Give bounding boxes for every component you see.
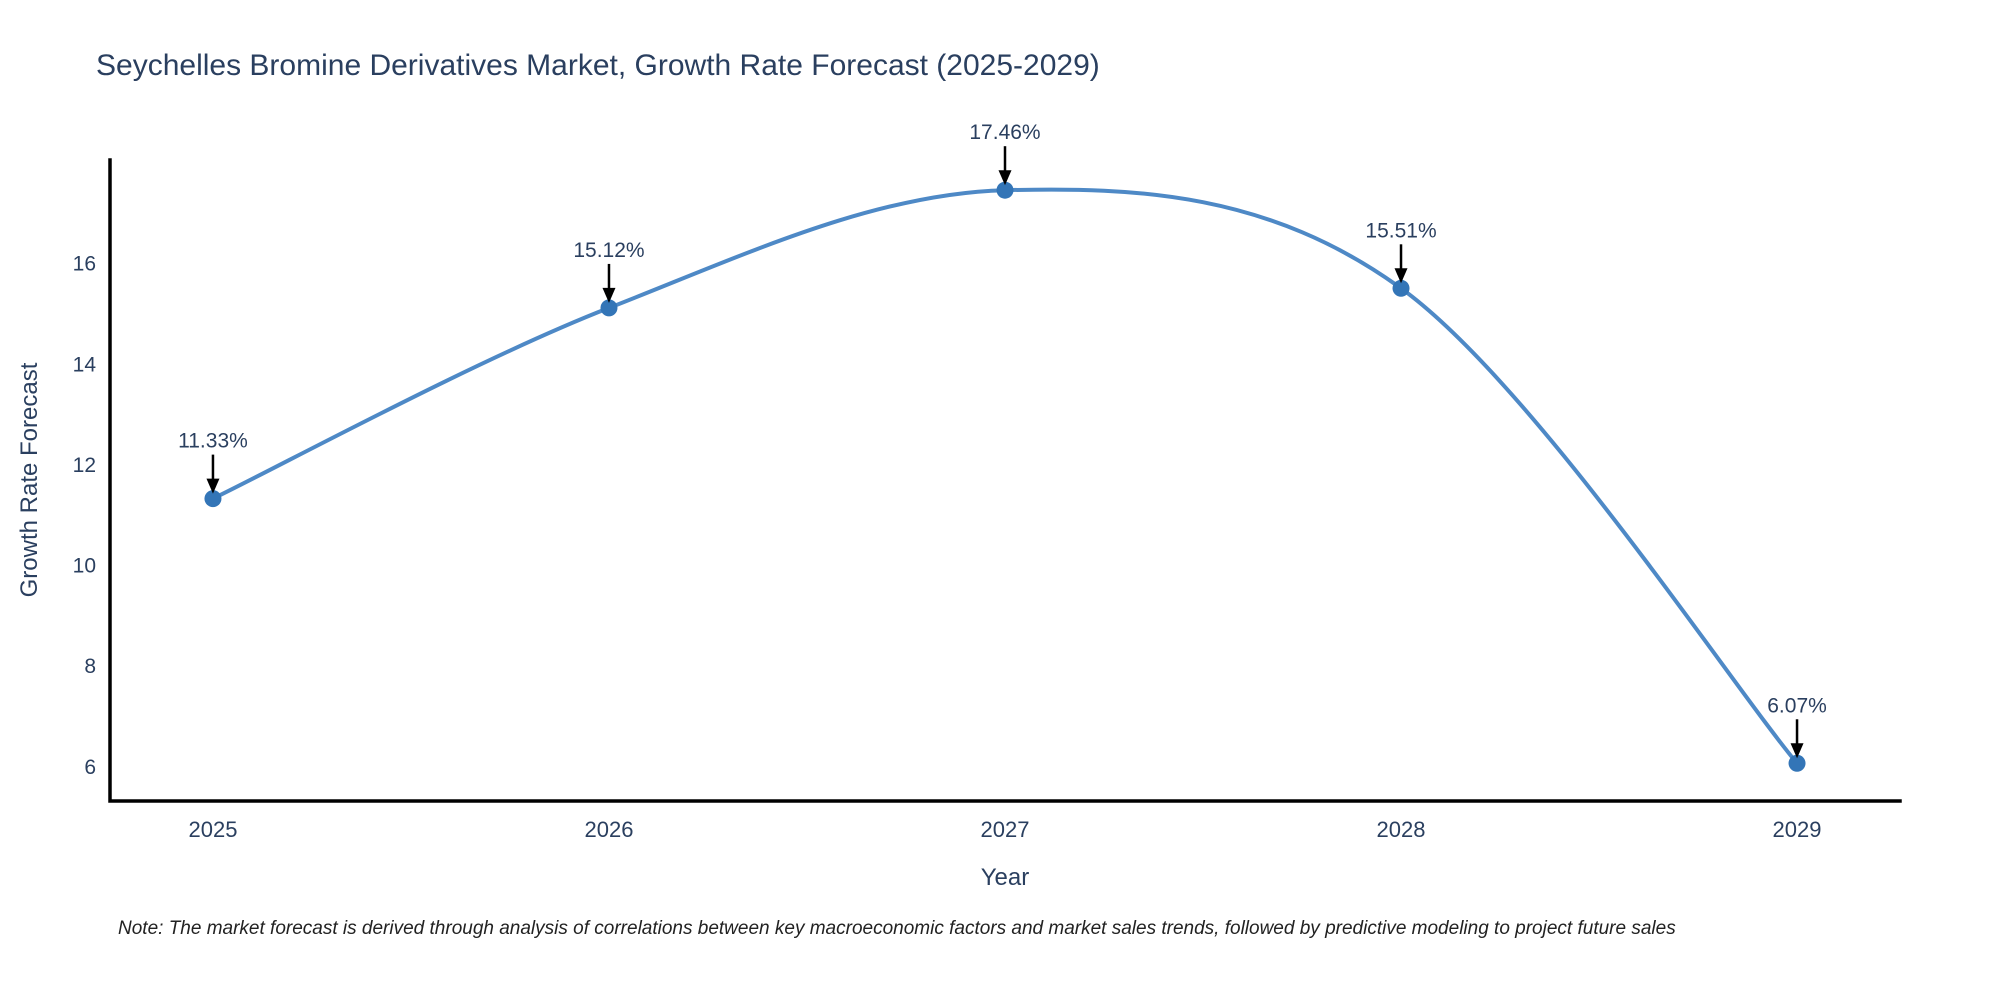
annotation-label: 6.07% bbox=[1767, 694, 1827, 717]
y-tick-label: 16 bbox=[73, 253, 96, 276]
x-tick-label: 2029 bbox=[1773, 817, 1822, 842]
annotation-arrow-head bbox=[206, 478, 220, 494]
annotation-label: 15.12% bbox=[573, 239, 644, 262]
x-tick-label: 2027 bbox=[981, 817, 1030, 842]
y-tick-label: 10 bbox=[73, 555, 96, 578]
data-point-marker bbox=[996, 181, 1014, 199]
data-point-marker bbox=[600, 299, 618, 317]
annotation-label: 17.46% bbox=[969, 121, 1040, 144]
data-point-marker bbox=[204, 490, 222, 508]
y-tick-label: 14 bbox=[73, 353, 97, 376]
data-point-marker bbox=[1788, 754, 1806, 772]
annotation-arrow-head bbox=[602, 287, 616, 303]
data-point-marker bbox=[1392, 279, 1410, 297]
y-tick-label: 8 bbox=[84, 655, 96, 678]
x-axis-title: Year bbox=[980, 864, 1030, 891]
annotation-label: 15.51% bbox=[1365, 219, 1436, 242]
annotation-arrow-head bbox=[1394, 268, 1408, 284]
y-tick-label: 12 bbox=[73, 454, 96, 477]
annotation-arrow-head bbox=[998, 170, 1012, 186]
x-tick-label: 2026 bbox=[585, 817, 634, 842]
y-axis-title: Growth Rate Forecast bbox=[16, 362, 43, 598]
x-tick-label: 2025 bbox=[188, 817, 237, 842]
axis-spines bbox=[108, 158, 1902, 803]
annotation-label: 11.33% bbox=[178, 430, 248, 453]
y-tick-label: 6 bbox=[84, 756, 96, 779]
annotation-arrow-head bbox=[1790, 743, 1804, 759]
trend-line bbox=[210, 187, 1800, 766]
chart-title: Seychelles Bromine Derivatives Market, G… bbox=[96, 49, 1100, 82]
footnote: Note: The market forecast is derived thr… bbox=[118, 918, 1676, 939]
x-tick-label: 2028 bbox=[1377, 817, 1426, 842]
